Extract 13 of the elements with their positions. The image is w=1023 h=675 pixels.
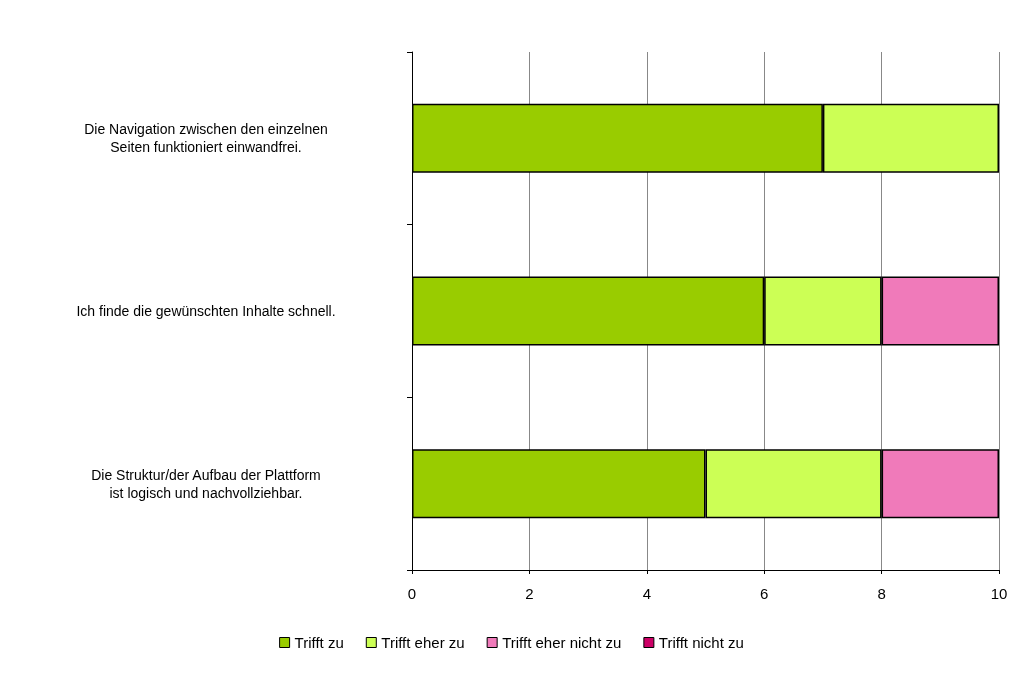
x-tick-label: 10: [990, 585, 1008, 602]
legend-label: Trifft eher nicht zu: [502, 634, 622, 651]
legend-label: Trifft eher zu: [381, 634, 465, 651]
legend-label: Trifft zu: [294, 634, 344, 651]
x-tick-label: 8: [877, 585, 886, 602]
y-tick-label: Die Navigation zwischen den einzelnen Seiten funktioniert einwandfrei.: [84, 121, 328, 156]
y-tick-label: Die Struktur/der Aufbau der Plattform ist logisch und nachvollziehbar.: [91, 466, 321, 501]
x-tick-label: 0: [407, 585, 417, 602]
y-tick-label: Ich finde die gewünschten Inhalte schnell.: [76, 303, 336, 319]
x-tick-label: 6: [760, 585, 769, 602]
x-tick-label: 4: [642, 585, 651, 602]
x-tick-label: 2: [525, 585, 534, 602]
legend-label: Trifft nicht zu: [658, 634, 744, 651]
